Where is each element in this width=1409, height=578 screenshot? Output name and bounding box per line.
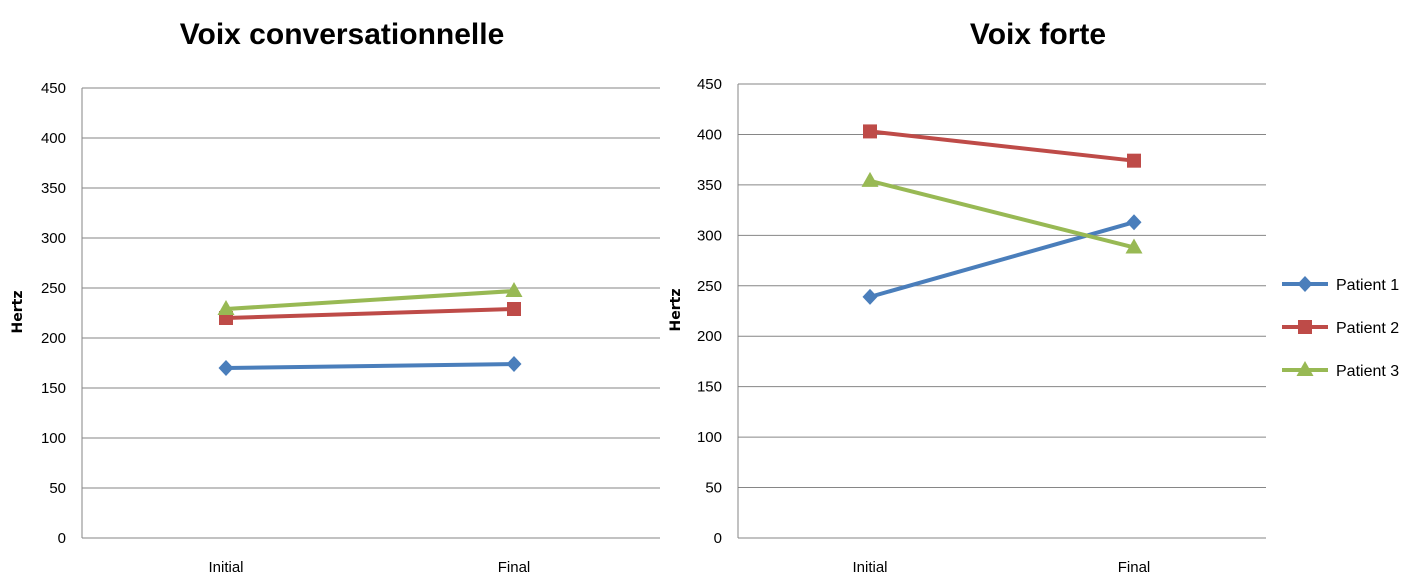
legend: Patient 1 Patient 2 Patient 3 xyxy=(1282,276,1399,380)
y-tick-label: 0 xyxy=(714,530,722,547)
legend-label: Patient 3 xyxy=(1336,363,1399,380)
y-tick-label: 450 xyxy=(697,76,722,93)
y-tick-label: 250 xyxy=(41,280,66,297)
data-point-patient-1 xyxy=(1126,214,1142,231)
legend-item-patient-2: Patient 2 xyxy=(1282,320,1399,337)
y-tick-label: 0 xyxy=(58,530,66,547)
data-point-patient-2 xyxy=(1127,153,1141,168)
series-line-patient-1 xyxy=(225,362,515,370)
data-point-patient-1 xyxy=(506,356,522,372)
chart-title: Voix conversationnelle xyxy=(180,18,505,51)
data-point-patient-1 xyxy=(218,360,234,376)
chart-voix-forte: Voix forte Hertz 0 50 100 150 200 250 300 350 40… xyxy=(668,18,1266,576)
y-tick-label: 50 xyxy=(705,480,722,497)
legend-marker xyxy=(1296,361,1314,376)
y-tick-label: 300 xyxy=(697,227,722,244)
legend-item-patient-1: Patient 1 xyxy=(1282,276,1399,294)
data-point-patient-3 xyxy=(505,282,523,297)
data-point-patient-3 xyxy=(217,300,235,315)
legend-item-patient-3: Patient 3 xyxy=(1282,361,1399,380)
y-tick-label: 250 xyxy=(697,278,722,295)
y-axis-label: Hertz xyxy=(10,291,26,334)
y-tick-label: 100 xyxy=(697,429,722,446)
series-line-patient-3 xyxy=(869,178,1135,250)
x-tick-label: Initial xyxy=(852,559,887,576)
series-line-patient-2 xyxy=(869,129,1135,163)
y-tick-label: 200 xyxy=(697,328,722,345)
y-tick-label: 150 xyxy=(41,380,66,397)
chart-voix-conversationnelle: Voix conversationnelle Hertz 0 50 100 150 20… xyxy=(10,18,660,576)
chart-title: Voix forte xyxy=(970,18,1106,51)
x-tick-label: Final xyxy=(1118,559,1151,576)
legend-label: Patient 1 xyxy=(1336,277,1399,294)
y-tick-label: 150 xyxy=(697,379,722,396)
legend-label: Patient 2 xyxy=(1336,320,1399,337)
y-axis-label: Hertz xyxy=(668,289,684,332)
data-point-patient-2 xyxy=(863,124,877,139)
legend-marker xyxy=(1297,276,1313,292)
data-point-patient-3 xyxy=(861,171,879,187)
data-point-patient-3 xyxy=(1125,238,1143,254)
data-point-patient-1 xyxy=(862,288,878,305)
y-tick-label: 200 xyxy=(41,330,66,347)
data-point-patient-2 xyxy=(507,302,521,316)
y-tick-label: 350 xyxy=(697,177,722,194)
y-tick-label: 300 xyxy=(41,230,66,247)
y-tick-label: 50 xyxy=(49,480,66,497)
y-tick-label: 100 xyxy=(41,430,66,447)
series-line-patient-2 xyxy=(225,307,515,320)
y-tick-label: 400 xyxy=(41,130,66,147)
legend-marker xyxy=(1298,320,1312,334)
series-line-patient-3 xyxy=(225,289,515,311)
y-tick-label: 350 xyxy=(41,180,66,197)
x-tick-label: Initial xyxy=(208,559,243,576)
x-tick-label: Final xyxy=(498,559,531,576)
y-tick-label: 450 xyxy=(41,80,66,97)
y-tick-label: 400 xyxy=(697,126,722,143)
